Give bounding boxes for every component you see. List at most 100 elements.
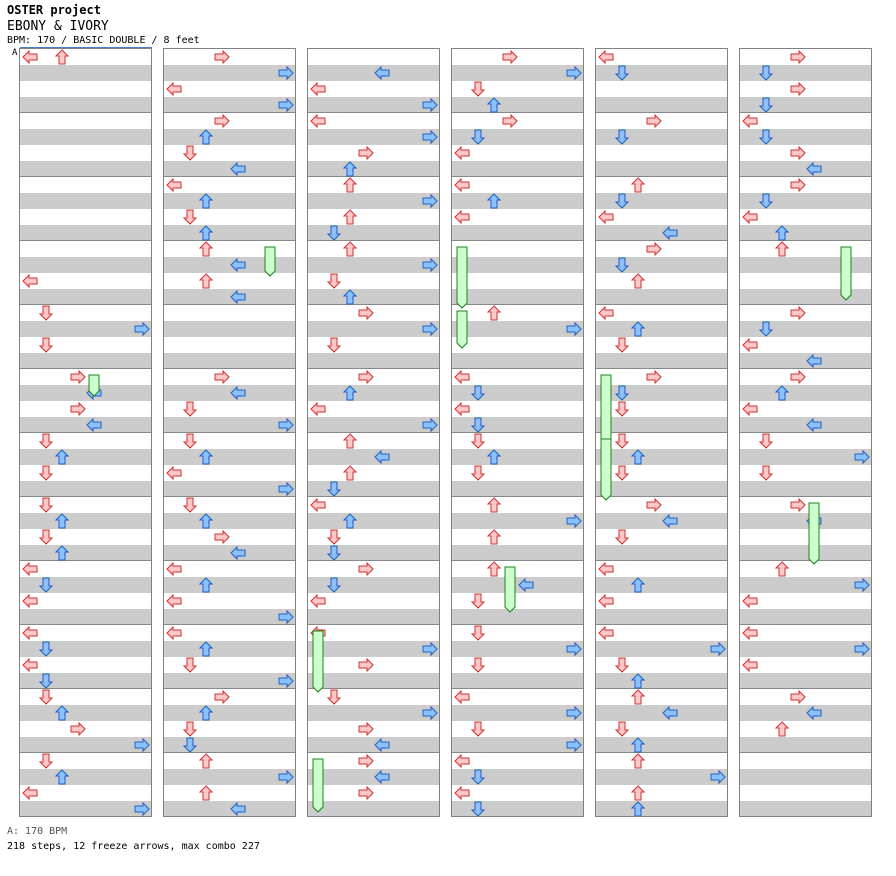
beat-stripe	[452, 577, 583, 593]
beat-stripe	[596, 417, 727, 433]
step-arrow-down	[182, 433, 198, 449]
beat-stripe	[740, 385, 871, 401]
step-arrow-down	[182, 737, 198, 753]
beat-stripe	[308, 545, 439, 561]
measure-line	[308, 560, 439, 561]
measure-line	[596, 560, 727, 561]
beat-stripe	[164, 705, 295, 721]
measure-line	[164, 112, 295, 113]
chart-summary: 218 steps, 12 freeze arrows, max combo 2…	[7, 841, 260, 852]
measure-line	[164, 176, 295, 177]
measure-line	[452, 368, 583, 369]
step-arrow-left	[230, 161, 246, 177]
beat-stripe	[164, 289, 295, 305]
step-arrow-right	[502, 113, 518, 129]
beat-stripe	[20, 97, 151, 113]
step-arrow-right	[646, 497, 662, 513]
measure-line	[308, 688, 439, 689]
step-arrow-down	[38, 305, 54, 321]
step-arrow-up	[342, 177, 358, 193]
step-arrow-down	[614, 465, 630, 481]
chart-column	[595, 48, 728, 817]
beat-stripe	[20, 161, 151, 177]
step-arrow-right	[278, 97, 294, 113]
beat-stripe	[452, 545, 583, 561]
beat-stripe	[164, 769, 295, 785]
beat-stripe	[164, 641, 295, 657]
step-arrow-right	[134, 801, 150, 816]
beat-stripe	[20, 577, 151, 593]
step-arrow-right	[214, 529, 230, 545]
step-arrow-down	[38, 641, 54, 657]
beat-stripe	[596, 289, 727, 305]
beat-stripe	[20, 65, 151, 81]
measure-line	[452, 240, 583, 241]
beat-stripe	[164, 577, 295, 593]
measure-line	[452, 112, 583, 113]
step-arrow-left	[662, 705, 678, 721]
step-arrow-left	[230, 289, 246, 305]
step-arrow-right	[790, 369, 806, 385]
step-arrow-right	[790, 305, 806, 321]
step-arrow-up	[54, 769, 70, 785]
step-arrow-left	[86, 417, 102, 433]
measure-line	[740, 112, 871, 113]
beat-stripe	[308, 321, 439, 337]
beat-stripe	[596, 641, 727, 657]
beat-stripe	[164, 225, 295, 241]
step-arrow-down	[614, 657, 630, 673]
step-arrow-right	[646, 113, 662, 129]
beat-stripe	[20, 353, 151, 369]
step-arrow-right	[790, 49, 806, 65]
beat-stripe	[452, 641, 583, 657]
beat-stripe	[20, 225, 151, 241]
beat-stripe	[20, 641, 151, 657]
freeze-arrow	[502, 565, 518, 613]
beat-stripe	[308, 353, 439, 369]
step-arrow-up	[198, 753, 214, 769]
beat-stripe	[596, 737, 727, 753]
beat-stripe	[740, 801, 871, 816]
beat-stripe	[596, 705, 727, 721]
step-arrow-right	[278, 609, 294, 625]
step-arrow-down	[614, 193, 630, 209]
beat-stripe	[452, 673, 583, 689]
step-arrow-left	[454, 401, 470, 417]
step-arrow-down	[326, 529, 342, 545]
beat-stripe	[308, 705, 439, 721]
step-arrow-right	[70, 721, 86, 737]
freeze-arrow	[86, 373, 102, 397]
step-arrow-down	[614, 401, 630, 417]
beat-stripe	[452, 417, 583, 433]
step-arrow-right	[790, 81, 806, 97]
step-arrow-up	[486, 305, 502, 321]
beat-stripe	[20, 129, 151, 145]
step-arrow-up	[54, 513, 70, 529]
measure-line	[740, 432, 871, 433]
step-arrow-up	[54, 449, 70, 465]
beat-stripe	[452, 257, 583, 273]
step-arrow-left	[310, 401, 326, 417]
step-arrow-up	[630, 737, 646, 753]
step-arrow-down	[758, 465, 774, 481]
step-arrow-left	[806, 417, 822, 433]
step-arrow-up	[774, 721, 790, 737]
beat-stripe	[740, 449, 871, 465]
beat-stripe	[452, 289, 583, 305]
step-arrow-up	[486, 561, 502, 577]
step-arrow-left	[454, 177, 470, 193]
beat-stripe	[20, 289, 151, 305]
beat-stripe	[596, 353, 727, 369]
step-arrow-right	[790, 497, 806, 513]
step-arrow-right	[214, 689, 230, 705]
beat-stripe	[308, 193, 439, 209]
step-arrow-left	[598, 305, 614, 321]
step-arrow-left	[166, 593, 182, 609]
step-arrow-up	[198, 513, 214, 529]
step-arrow-left	[742, 625, 758, 641]
step-arrow-down	[470, 385, 486, 401]
step-arrow-up	[198, 641, 214, 657]
step-arrow-left	[662, 225, 678, 241]
beat-stripe	[164, 321, 295, 337]
step-arrow-left	[310, 81, 326, 97]
